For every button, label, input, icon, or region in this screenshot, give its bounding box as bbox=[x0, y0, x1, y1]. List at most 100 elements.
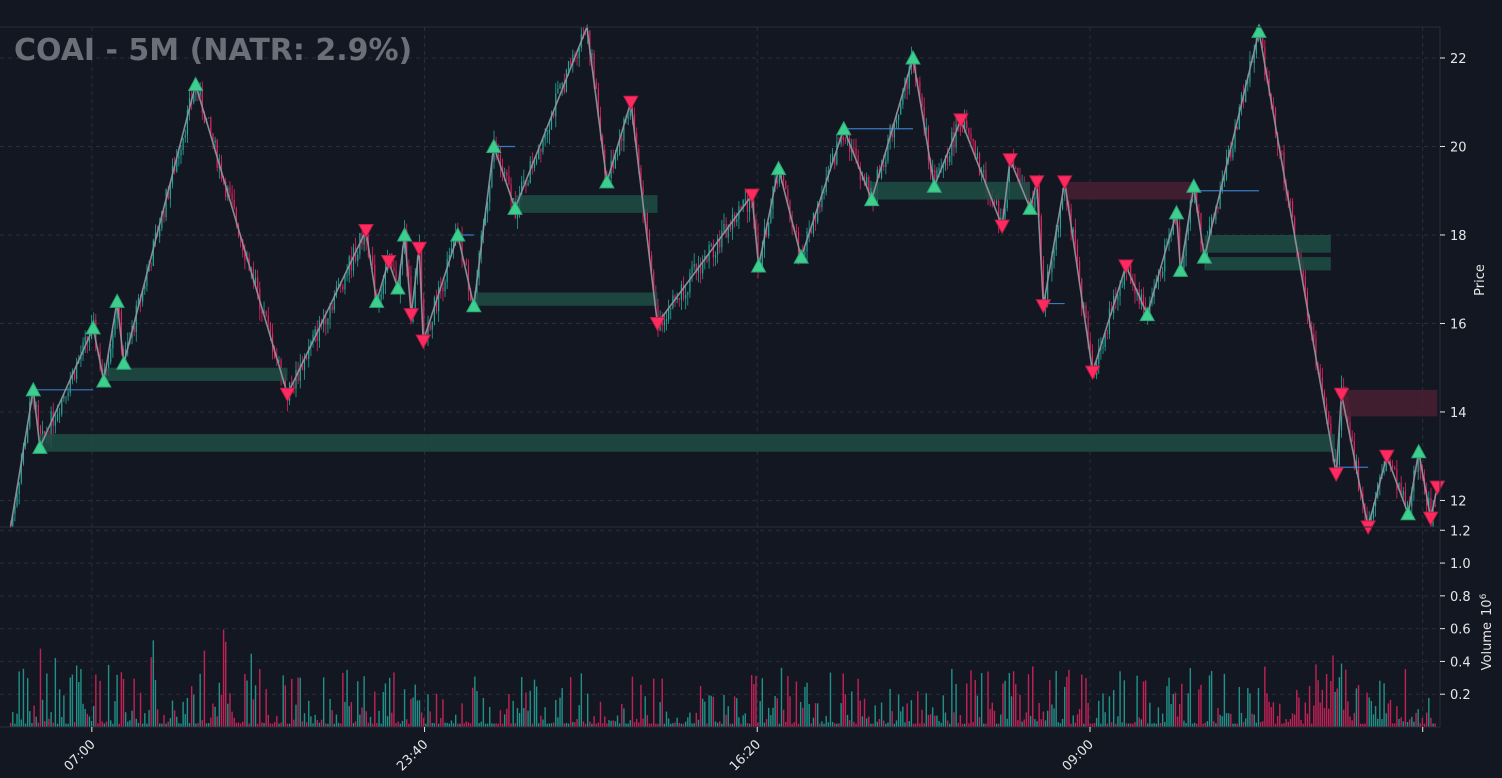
volume-bar bbox=[156, 709, 159, 727]
volume-bar bbox=[897, 694, 900, 727]
volume-bar bbox=[891, 711, 893, 727]
candle-body bbox=[1262, 32, 1264, 48]
volume-bar bbox=[218, 682, 221, 727]
candle-body bbox=[73, 371, 76, 379]
candle-body bbox=[1230, 150, 1232, 158]
candle-body bbox=[1306, 291, 1309, 316]
candle-body bbox=[410, 275, 412, 322]
candle-body bbox=[687, 292, 689, 295]
volume-bar bbox=[435, 693, 438, 727]
candle-body bbox=[755, 219, 757, 233]
volume-bar bbox=[546, 723, 548, 727]
volume-bar bbox=[231, 711, 233, 727]
candle-body bbox=[1217, 206, 1219, 209]
candle-body bbox=[908, 66, 910, 89]
candle-body bbox=[1238, 107, 1240, 130]
volume-bar bbox=[1279, 703, 1281, 727]
volume-bar bbox=[1181, 683, 1183, 727]
volume-bar bbox=[1428, 697, 1430, 727]
candle-body bbox=[1417, 454, 1419, 472]
candle-body bbox=[559, 85, 561, 89]
volume-bar bbox=[31, 723, 33, 727]
volume-bar bbox=[944, 712, 947, 727]
volume-bar bbox=[386, 716, 389, 727]
candle-body bbox=[676, 297, 678, 300]
volume-bar bbox=[550, 723, 553, 727]
volume-bar bbox=[478, 723, 480, 727]
candle-body bbox=[352, 247, 355, 271]
candle-body bbox=[906, 77, 908, 89]
volume-bar bbox=[957, 722, 959, 727]
candle-body bbox=[717, 238, 719, 255]
volume-bar bbox=[165, 723, 167, 727]
candle-body bbox=[325, 319, 327, 325]
candle-body bbox=[561, 82, 563, 86]
volume-bar bbox=[608, 720, 610, 727]
swing-up-marker bbox=[485, 138, 502, 153]
candle-body bbox=[1208, 225, 1211, 238]
volume-bar bbox=[1015, 684, 1017, 727]
volume-bar bbox=[733, 696, 736, 727]
volume-bar bbox=[403, 689, 406, 727]
volume-bar bbox=[448, 723, 451, 727]
volume-bar bbox=[99, 680, 101, 727]
volume-bar bbox=[489, 706, 491, 727]
volume-bar bbox=[1357, 685, 1360, 727]
candle-body bbox=[976, 153, 978, 160]
swing-up-marker bbox=[1251, 23, 1267, 38]
volume-bar bbox=[1359, 723, 1362, 727]
volume-bar bbox=[919, 723, 921, 727]
volume-bar bbox=[1236, 723, 1238, 727]
volume-bar bbox=[472, 687, 474, 727]
candle-body bbox=[757, 232, 759, 269]
candle-body bbox=[1351, 435, 1353, 441]
volume-bar bbox=[56, 723, 59, 727]
volume-bar bbox=[461, 703, 463, 727]
volume-bar bbox=[1432, 723, 1434, 727]
candle-body bbox=[689, 272, 691, 293]
volume-bar bbox=[50, 712, 52, 727]
volume-bar bbox=[1351, 720, 1353, 727]
volume-tick-label: 0.4 bbox=[1450, 655, 1471, 670]
volume-bar bbox=[22, 668, 25, 727]
candle-body bbox=[357, 254, 359, 262]
volume-bar bbox=[712, 696, 715, 727]
candle-body bbox=[1055, 232, 1057, 250]
candle-body bbox=[893, 123, 895, 138]
volume-bar bbox=[795, 681, 798, 727]
candle-body bbox=[1053, 249, 1055, 261]
candle-body bbox=[489, 186, 491, 203]
volume-bar bbox=[714, 721, 717, 727]
volume-bar bbox=[746, 723, 749, 727]
candle-body bbox=[819, 203, 821, 208]
volume-bar bbox=[1147, 723, 1149, 727]
volume-bar bbox=[1053, 708, 1055, 727]
swing-up-marker bbox=[770, 160, 787, 176]
volume-bar bbox=[889, 688, 891, 727]
volume-bar bbox=[1051, 704, 1053, 727]
volume-bar bbox=[857, 678, 859, 727]
swing-up-marker bbox=[835, 120, 852, 136]
candle-body bbox=[710, 244, 712, 246]
candle-body bbox=[399, 264, 401, 294]
volume-bar bbox=[1142, 681, 1145, 727]
volume-bar bbox=[235, 722, 238, 727]
volume-bar bbox=[107, 664, 110, 727]
candle-body bbox=[678, 297, 680, 300]
volume-bar bbox=[1266, 693, 1268, 727]
volume-bar bbox=[910, 700, 913, 727]
volume-bar bbox=[512, 700, 514, 727]
swing-down-marker bbox=[403, 308, 420, 323]
volume-bar bbox=[917, 691, 919, 727]
volume-bar bbox=[914, 723, 917, 727]
order-block-zones bbox=[39, 181, 1438, 452]
swing-up-marker bbox=[390, 280, 406, 295]
volume-bar bbox=[33, 705, 35, 727]
time-tick-label: 07:00 bbox=[62, 737, 99, 774]
swing-down-marker bbox=[1028, 175, 1045, 190]
volume-bar bbox=[663, 723, 666, 727]
volume-bar bbox=[742, 715, 744, 727]
volume-exponent-base: 10 bbox=[1480, 599, 1495, 616]
demand-zone bbox=[1204, 234, 1331, 253]
volume-bar bbox=[1202, 723, 1204, 727]
